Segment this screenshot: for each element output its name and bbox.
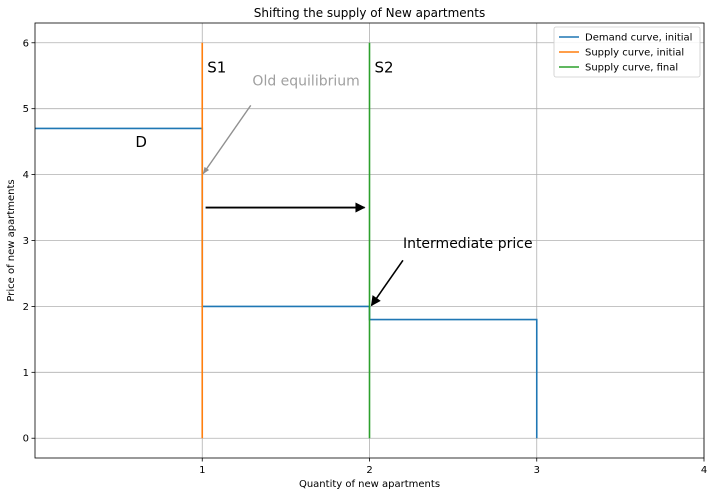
y-tick-label: 4: [23, 170, 29, 181]
y-tick-label: 1: [23, 368, 29, 379]
ticks: 1 2 3 4 0 1 2 3 4 5 6: [23, 38, 708, 476]
y-tick-label: 5: [23, 104, 29, 115]
x-tick-label: 3: [534, 465, 540, 476]
annotation-s1: S1: [207, 58, 226, 76]
legend-entry-2: Supply curve, final: [585, 63, 678, 74]
x-tick-label: 1: [199, 465, 205, 476]
y-tick-label: 0: [23, 434, 29, 445]
y-tick-label: 2: [23, 302, 29, 313]
legend-entry-0: Demand curve, initial: [585, 33, 692, 44]
x-tick-label: 4: [701, 465, 707, 476]
y-tick-label: 6: [23, 38, 29, 49]
old-equilibrium-arrow: [202, 104, 252, 175]
chart-title: Shifting the supply of New apartments: [254, 6, 485, 20]
annotation-s2: S2: [375, 58, 394, 76]
annotation-old-equilibrium: Old equilibrium: [252, 73, 359, 89]
annotation-intermediate-price: Intermediate price: [403, 236, 533, 252]
series-layer: [35, 42, 538, 439]
y-axis-label: Price of new apartments: [6, 179, 17, 301]
intermediate-price-arrow: [370, 259, 404, 307]
legend-entry-1: Supply curve, initial: [585, 48, 684, 59]
x-axis-label: Quantity of new apartments: [299, 479, 440, 490]
y-tick-label: 3: [23, 236, 29, 247]
annotation-d: D: [135, 133, 147, 151]
x-tick-label: 2: [366, 465, 372, 476]
legend-box: [553, 26, 701, 78]
annotations: S1 S2 D Old equilibrium Intermediate price: [135, 58, 533, 307]
legend: Demand curve, initial Supply curve, initi…: [553, 26, 701, 78]
